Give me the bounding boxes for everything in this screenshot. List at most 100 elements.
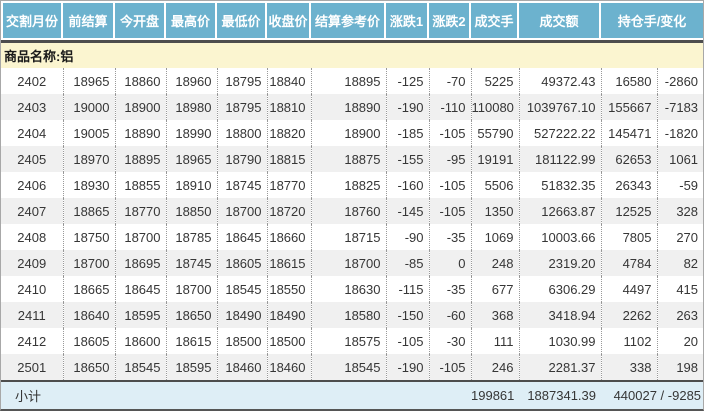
table-row: 2406 18930 18855 18910 18745 18770 18825 -160 -1… [1,172,703,198]
table-cell: 18900 [115,94,167,120]
table-cell: 1102 [601,328,658,354]
table-cell: 18650 [166,302,218,328]
table-cell: 49372.43 [519,68,602,94]
table-cell: 18700 [166,276,218,302]
table-cell: 246 [471,354,520,381]
table-cell: 338 [601,354,658,381]
table-cell: 51832.35 [519,172,602,198]
table-cell: 55790 [471,120,520,146]
table-row: 2501 18650 18545 18595 18460 18460 18545 -190 -1… [1,354,703,381]
table-row: 2402 18965 18860 18960 18795 18840 18895 -125 -7… [1,68,703,94]
table-cell: 2405 [1,146,64,172]
table-cell: 18605 [63,328,116,354]
column-header-2: 前结算 [63,3,115,38]
table-cell: 18745 [217,172,268,198]
table-cell: 12525 [601,198,658,224]
table-cell: 1350 [471,198,520,224]
table-cell: 5225 [471,68,520,94]
table-cell: 2410 [1,276,64,302]
table-cell: -145 [386,198,430,224]
table-cell: 2406 [1,172,64,198]
table-cell: 1069 [471,224,520,250]
table-row: 2403 19000 18900 18980 18795 18810 18890 -190 -1… [1,94,703,120]
table-cell: 2407 [1,198,64,224]
table-cell: 18575 [311,328,387,354]
table-row: 2411 18640 18595 18650 18490 18490 18580 -150 -6… [1,302,703,328]
table-cell: -190 [386,94,430,120]
table-cell: 6306.29 [519,276,602,302]
table-cell: 2403 [1,94,64,120]
table-cell: 18895 [115,146,167,172]
column-header-12: 持仓手/变化 [601,3,703,38]
table-cell: 677 [471,276,520,302]
table-cell: 18640 [63,302,116,328]
table-cell: 111 [471,328,520,354]
column-header-8: 涨跌1 [386,3,429,38]
table-cell: -190 [386,354,430,381]
table-cell: 26343 [601,172,658,198]
table-cell: 62653 [601,146,658,172]
table-cell: 2262 [601,302,658,328]
column-header-6: 收盘价 [267,3,311,38]
table-cell: 18490 [267,302,312,328]
table-cell: 82 [657,250,703,276]
table-cell: 18545 [311,354,387,381]
table-cell: 18770 [267,172,312,198]
table-cell: 18630 [311,276,387,302]
table-cell: -7183 [657,94,703,120]
table-cell: 18890 [311,94,387,120]
table-cell: -105 [429,198,472,224]
table-cell: 7805 [601,224,658,250]
table-cell: 18965 [63,68,116,94]
table-cell: 18650 [63,354,116,381]
table-cell: 18490 [217,302,268,328]
table-cell: -105 [429,354,472,381]
column-header-4: 最高价 [166,3,217,38]
table-cell: -105 [386,328,430,354]
table-cell: 18460 [267,354,312,381]
column-header-5: 最低价 [217,3,267,38]
table-cell: 18660 [267,224,312,250]
table-cell: -160 [386,172,430,198]
table-cell: -110 [429,94,472,120]
table-row: 2405 18970 18895 18965 18790 18815 18875 -155 -9… [1,146,703,172]
table-cell: 110080 [471,94,520,120]
table-cell: -105 [429,120,472,146]
table-cell: 18795 [217,94,268,120]
table-cell: 18645 [115,276,167,302]
table-cell: -2860 [664,73,699,89]
table-cell: 18645 [217,224,268,250]
table-cell: 18865 [63,198,116,224]
table-row: 2404 19005 18890 18990 18800 18820 18900 -185 -1… [1,120,703,146]
table-cell: 18855 [115,172,167,198]
table-cell: 2412 [1,328,64,354]
table-cell: 18770 [115,198,167,224]
table-cell: 1061 [657,146,703,172]
table-cell: 198 [657,354,703,381]
table-cell: 263 [657,302,703,328]
table-row: 2407 18865 18770 18850 18700 18720 18760 -145 -1… [1,198,703,224]
table-cell: -95 [429,146,472,172]
table-cell: -185 [386,120,430,146]
table-cell: 18900 [311,120,387,146]
table-cell: 2281.37 [519,354,602,381]
table-cell: 145471 [601,120,658,146]
table-cell: 20 [683,333,699,349]
commodity-section-row: 商品名称:铝 [1,43,703,68]
table-cell: 16580 [601,68,658,94]
table-cell: 2408 [1,224,64,250]
table-cell: 19000 [63,94,116,120]
table-row: 2410 18665 18645 18700 18545 18550 18630 -115 -3… [1,276,703,302]
table-cell: 18895 [311,68,387,94]
table-cell: 18820 [267,120,312,146]
table-row: 2409 18700 18695 18745 18605 18615 18700 -85 0 24… [1,250,703,276]
table-cell: 18545 [115,354,167,381]
table-cell: 18600 [115,328,167,354]
table-cell: 18615 [166,328,218,354]
table-cell: 18760 [311,198,387,224]
table-cell: 18720 [267,198,312,224]
table-cell: 18700 [115,224,167,250]
table-cell: 18860 [115,68,167,94]
column-header-1: 交割月份 [1,3,63,38]
